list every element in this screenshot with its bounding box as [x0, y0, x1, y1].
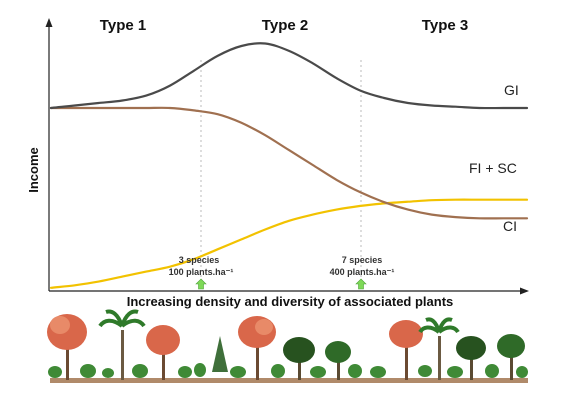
broadleaf-tree-icon [283, 337, 315, 380]
shrub-row-icon [48, 363, 528, 378]
region-label-3: Type 3 [422, 17, 468, 34]
region-label-2: Type 2 [262, 17, 308, 34]
series-label-fi-sc: FI + SC [469, 160, 517, 176]
x-axis-label: Increasing density and diversity of asso… [127, 294, 454, 309]
annotation-2-line-1: 7 species [342, 255, 383, 265]
broadleaf-tree-icon [497, 334, 525, 380]
x-axis-arrow-icon [520, 287, 529, 295]
up-arrow-icon [195, 278, 207, 290]
flowering-tree-icon [146, 325, 180, 380]
palm-tree-icon [98, 309, 146, 380]
annotation-1-line-1: 3 species [179, 255, 220, 265]
series-line-gi [49, 42, 529, 110]
series-line-fi-sc [49, 198, 529, 289]
broadleaf-tree-icon [456, 336, 486, 380]
y-axis-arrow-icon [45, 18, 53, 27]
flowering-tree-icon [47, 314, 87, 380]
conifer-tree-icon [212, 336, 228, 372]
palm-tree-icon [418, 317, 460, 380]
y-axis-label: Income [26, 147, 41, 193]
region-label-1: Type 1 [100, 17, 146, 34]
annotation-1-line-2: 100 plants.ha⁻¹ [169, 267, 234, 277]
series-label-ci: CI [503, 218, 517, 234]
broadleaf-tree-icon [325, 341, 351, 380]
flowering-tree-icon [238, 316, 276, 380]
up-arrow-icon [355, 278, 367, 290]
series-label-gi: GI [504, 82, 519, 98]
flowering-tree-icon [389, 320, 423, 380]
tree-row-illustration [47, 309, 528, 383]
series-layer [49, 42, 529, 289]
series-line-ci [49, 106, 529, 220]
annotation-2-line-2: 400 plants.ha⁻¹ [330, 267, 395, 277]
ground-strip [50, 378, 528, 383]
